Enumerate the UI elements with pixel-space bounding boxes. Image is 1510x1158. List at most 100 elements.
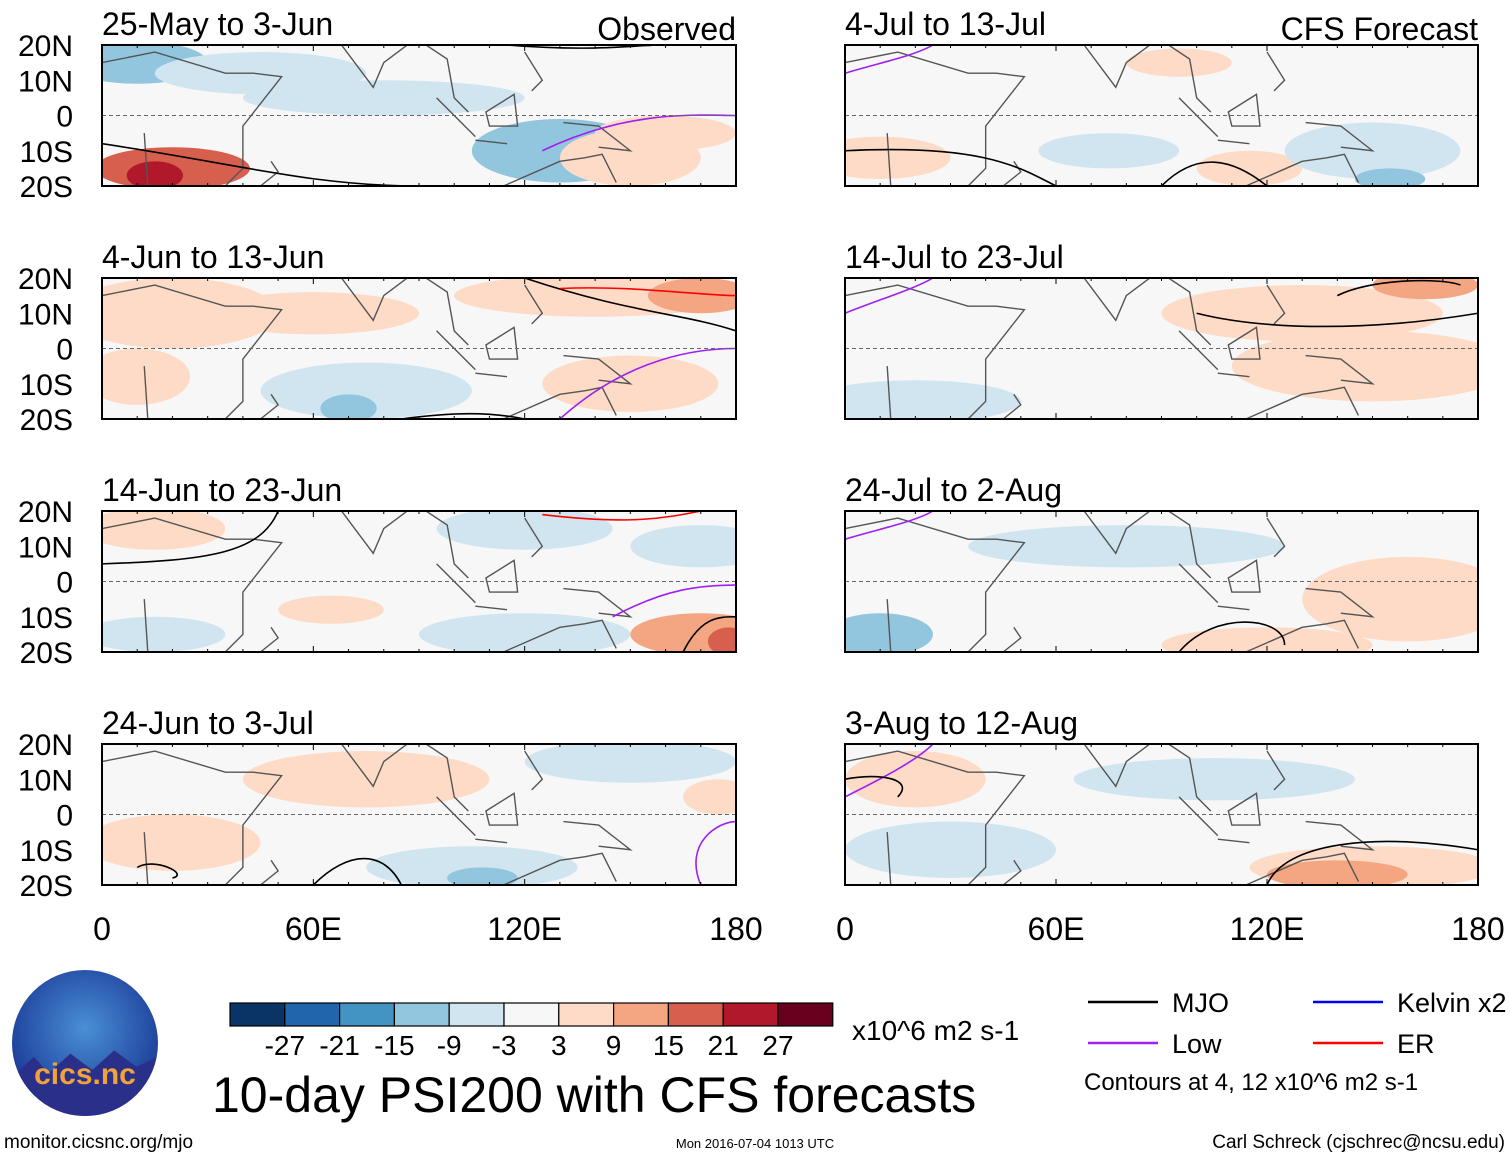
- wave-contour: [845, 45, 934, 74]
- colorbar-swatch: [722, 1002, 779, 1027]
- lat-tick-label: 20N: [18, 496, 73, 529]
- panel-title: 4-Jul to 13-Jul: [845, 6, 1046, 42]
- colorbar-label: -15: [374, 1030, 414, 1061]
- lon-tick-label: 60E: [285, 911, 342, 947]
- footer-url[interactable]: monitor.cicsnc.org/mjo: [4, 1132, 193, 1153]
- lon-tick-label: 120E: [487, 911, 562, 947]
- anomaly-region: [1267, 860, 1408, 885]
- panel-title: 24-Jul to 2-Aug: [845, 472, 1062, 508]
- anomaly-region: [154, 52, 367, 95]
- coastline: [845, 511, 1375, 652]
- contour-note: Contours at 4, 12 x10^6 m2 s-1: [1084, 1069, 1418, 1096]
- lat-tick-label: 0: [56, 334, 73, 367]
- wave-contour: [1196, 312, 1478, 328]
- lat-tick-label: 20S: [20, 171, 73, 204]
- anomaly-region: [260, 362, 472, 419]
- anomaly-region: [630, 525, 736, 568]
- wave-contour: [136, 863, 178, 879]
- colorbar-label: 15: [653, 1030, 684, 1061]
- coastline: [102, 744, 633, 885]
- lat-tick-label: 0: [56, 101, 73, 134]
- colorbar-swatch: [229, 1002, 286, 1027]
- lat-tick-label: 10N: [18, 531, 73, 564]
- panel-title: 24-Jun to 3-Jul: [102, 705, 314, 741]
- wave-contour: [542, 511, 701, 521]
- lat-tick-label: 0: [56, 800, 73, 833]
- panel-title: 4-Jun to 13-Jun: [102, 239, 324, 275]
- anomaly-region: [524, 744, 736, 783]
- coastline: [845, 744, 1375, 885]
- wave-contour: [1178, 621, 1286, 652]
- anomaly-region: [1126, 48, 1232, 77]
- lat-tick-label: 20S: [20, 404, 73, 437]
- lat-tick-label: 0: [56, 567, 73, 600]
- lat-tick-label: 10S: [20, 369, 73, 402]
- anomaly-region: [242, 751, 490, 808]
- lon-tick-label: 180: [709, 911, 762, 947]
- wave-contour: [845, 775, 904, 798]
- anomaly-region: [1372, 278, 1478, 300]
- anomaly-region: [1196, 150, 1303, 186]
- wave-contour: [612, 584, 736, 618]
- panel-title: 25-May to 3-Jun: [102, 6, 333, 42]
- lat-tick-label: 20S: [20, 870, 73, 903]
- colorbar-swatch: [777, 1002, 834, 1027]
- colorbar-swatch: [339, 1002, 396, 1027]
- anomaly-region: [1073, 758, 1355, 801]
- wave-contour: [682, 615, 736, 652]
- anomaly-region: [419, 613, 631, 652]
- lat-tick-label: 10N: [18, 65, 73, 98]
- panel-tag: Observed: [597, 11, 736, 47]
- wave-contour: [1336, 279, 1461, 297]
- panel-title: 14-Jun to 23-Jun: [102, 472, 342, 508]
- wave-contour: [1266, 840, 1478, 885]
- anomaly-region: [1302, 556, 1478, 642]
- anomaly-region: [845, 136, 951, 179]
- coastline: [845, 278, 1375, 419]
- wave-contour: [312, 857, 403, 885]
- legend-label: Low: [1172, 1029, 1222, 1059]
- coastline: [102, 278, 633, 419]
- wave-contour: [1160, 161, 1268, 186]
- anomaly-region: [278, 595, 384, 624]
- cics-logo: cics.nc: [12, 970, 158, 1116]
- anomaly-region: [1231, 330, 1478, 402]
- anomaly-region: [1161, 627, 1373, 652]
- lon-tick-label: 0: [836, 911, 854, 947]
- legend-label: MJO: [1172, 988, 1229, 1018]
- wave-contour: [102, 511, 279, 565]
- colorbar-units: x10^6 m2 s-1: [852, 1015, 1019, 1046]
- colorbar-swatch: [667, 1002, 724, 1027]
- anomaly-region: [845, 821, 1056, 878]
- wave-contour: [524, 278, 736, 332]
- anomaly-region: [207, 292, 419, 335]
- wave-contour: [102, 142, 420, 186]
- colorbar-label: 3: [551, 1030, 567, 1061]
- legend: MJO Kelvin x2 Low ER: [1088, 988, 1507, 1059]
- anomaly-region: [683, 779, 736, 815]
- anomaly-region: [1038, 133, 1180, 169]
- lat-tick-label: 10N: [18, 298, 73, 331]
- coastline: [845, 45, 1375, 186]
- colorbar-swatch: [503, 1002, 560, 1027]
- anomaly-region: [1354, 168, 1426, 186]
- lon-tick-label: 180: [1451, 911, 1504, 947]
- wave-contour: [695, 820, 736, 885]
- lat-tick-label: 20N: [18, 263, 73, 296]
- colorbar-swatch: [558, 1002, 615, 1027]
- wave-contour: [845, 148, 1057, 186]
- map-panel: 14-Jul to 23-Jul: [844, 239, 1479, 420]
- map-panel: 3-Aug to 12-Aug 0 60E 120E 180: [836, 705, 1505, 947]
- footer-timestamp: Mon 2016-07-04 1013 UTC: [676, 1136, 834, 1151]
- colorbar-label: 27: [762, 1030, 793, 1061]
- wave-contour: [401, 412, 525, 419]
- colorbar-label: -9: [437, 1030, 462, 1061]
- lat-tick-label: 10S: [20, 136, 73, 169]
- legend-label: ER: [1397, 1029, 1435, 1059]
- anomaly-region: [1161, 285, 1443, 342]
- anomaly-region: [126, 161, 184, 186]
- lat-tick-label: 20N: [18, 30, 73, 63]
